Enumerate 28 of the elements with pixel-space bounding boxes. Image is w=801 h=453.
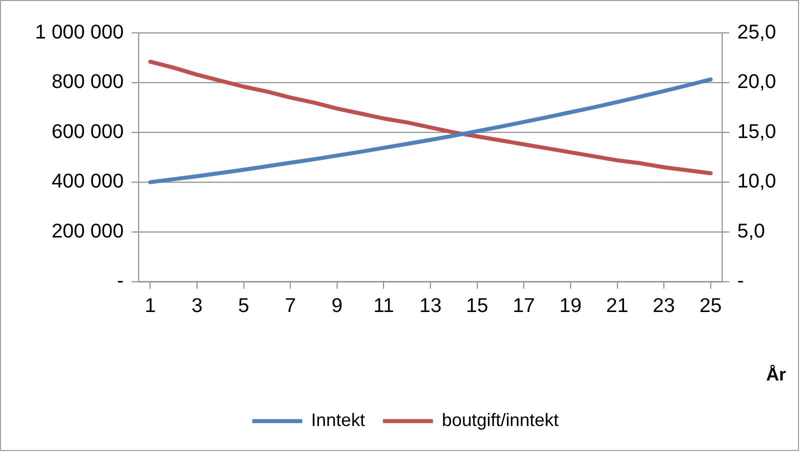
y-tick-label: 400 000 [52,170,124,193]
x-tick-label: 3 [191,295,203,318]
y2-tick-label: - [737,270,744,292]
y2-tick-label: 10,0 [737,170,776,193]
legend-label: Inntekt [311,410,366,430]
x-tick-label: 11 [373,295,394,318]
x-tick-label: 25 [699,295,722,318]
x-tick-label: 9 [332,295,343,318]
y-tick-label: 1 000 000 [34,21,124,44]
x-tick-label: 17 [512,295,535,318]
x-tick-label: 5 [238,295,250,318]
x-tick-label: 19 [559,295,582,318]
y-tick-label: 800 000 [52,71,124,94]
y-tick-label: - [117,270,124,292]
y2-tick-label: 25,0 [737,21,776,44]
x-tick-label: 21 [606,295,628,318]
x-tick-label: 23 [652,295,675,318]
x-axis-title: År [766,364,786,384]
y2-tick-label: 5,0 [737,220,765,242]
y-tick-label: 200 000 [52,220,124,242]
x-tick-label: 1 [144,295,156,318]
y-tick-label: 600 000 [52,120,124,143]
y2-tick-label: 20,0 [737,71,776,94]
legend-label: boutgift/inntekt [442,410,559,430]
x-tick-label: 7 [284,295,296,318]
y2-tick-label: 15,0 [737,120,776,143]
x-tick-label: 13 [419,295,442,318]
x-tick-label: 15 [466,295,488,318]
